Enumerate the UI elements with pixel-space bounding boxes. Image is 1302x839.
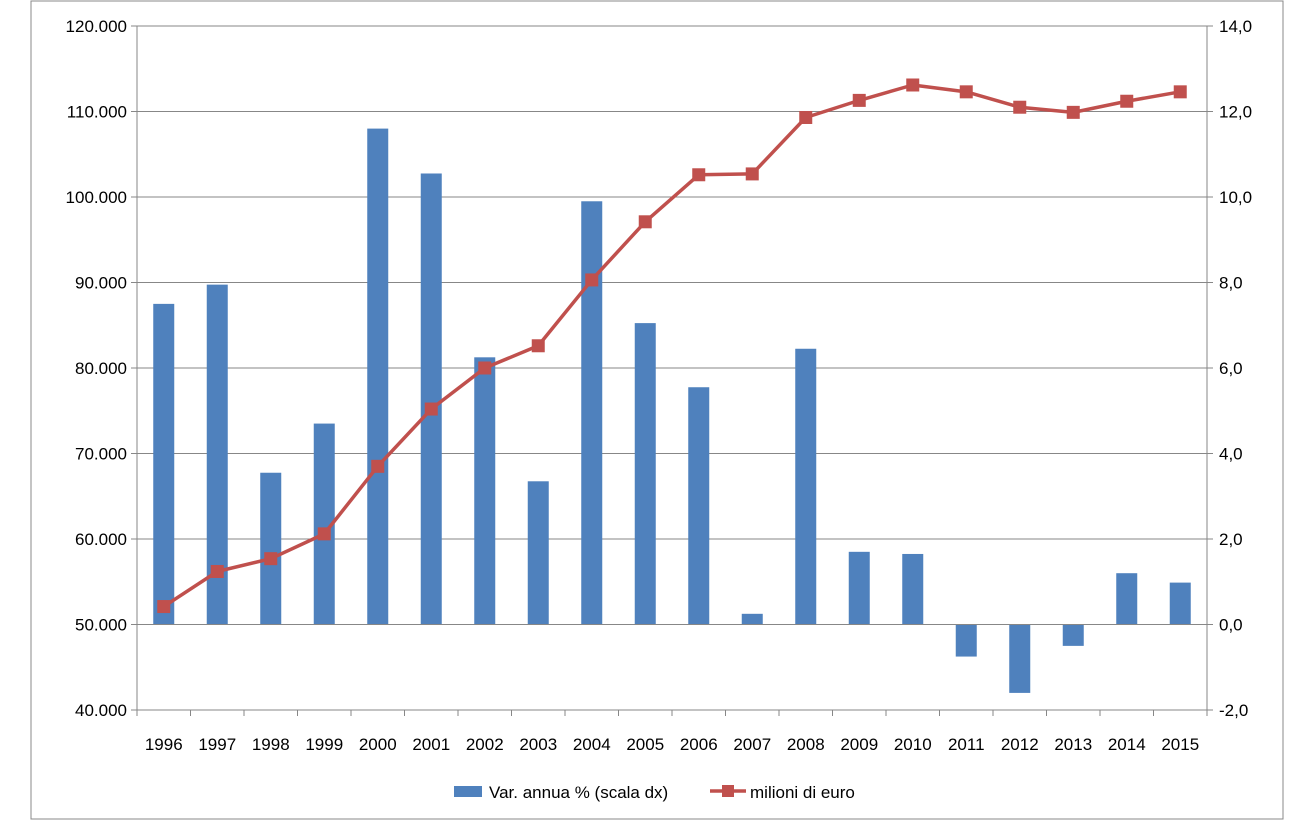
line-point xyxy=(1173,85,1187,99)
right-tick-label: 10,0 xyxy=(1219,188,1252,207)
line-point xyxy=(317,527,331,541)
right-tick-label: 2,0 xyxy=(1219,530,1243,549)
line-point xyxy=(692,168,706,182)
line-point xyxy=(799,110,813,124)
line-point xyxy=(959,85,973,99)
right-tick-label: 0,0 xyxy=(1219,616,1243,635)
bar xyxy=(902,553,924,625)
x-tick-label: 2004 xyxy=(573,735,611,754)
left-tick-label: 60.000 xyxy=(75,530,127,549)
right-tick-label: 8,0 xyxy=(1219,274,1243,293)
line-point xyxy=(906,78,920,92)
x-tick-label: 2001 xyxy=(412,735,450,754)
left-tick-label: 100.000 xyxy=(66,188,127,207)
bar xyxy=(153,303,175,625)
bar xyxy=(1169,582,1191,625)
x-tick-label: 2005 xyxy=(626,735,664,754)
line-point xyxy=(478,361,492,375)
series-line xyxy=(162,83,1181,609)
x-tick-label: 2012 xyxy=(1001,735,1039,754)
left-tick-label: 120.000 xyxy=(66,17,127,36)
bar xyxy=(206,284,228,625)
line-point xyxy=(1120,94,1134,108)
left-tick-label: 70.000 xyxy=(75,445,127,464)
x-tick-label: 2013 xyxy=(1054,735,1092,754)
left-tick-label: 90.000 xyxy=(75,274,127,293)
line-point xyxy=(1066,105,1080,119)
line-point xyxy=(531,339,545,353)
right-tick-label: 6,0 xyxy=(1219,359,1243,378)
x-tick-label: 1998 xyxy=(252,735,290,754)
bar xyxy=(420,173,442,625)
right-tick-label: -2,0 xyxy=(1219,701,1248,720)
x-tick-label: 2014 xyxy=(1108,735,1146,754)
bar xyxy=(955,624,977,657)
bar xyxy=(795,348,817,625)
x-tick-label: 2011 xyxy=(948,735,985,754)
line-point xyxy=(1013,100,1027,114)
line-point xyxy=(638,215,652,229)
left-tick-label: 40.000 xyxy=(75,701,127,720)
line-point xyxy=(210,564,224,578)
right-tick-label: 14,0 xyxy=(1219,17,1252,36)
chart-frame xyxy=(30,0,1284,820)
line-point xyxy=(852,93,866,107)
x-tick-label: 2010 xyxy=(894,735,932,754)
line-point xyxy=(157,600,171,614)
x-tick-label: 1996 xyxy=(145,735,183,754)
x-tick-label: 2006 xyxy=(680,735,718,754)
line-point xyxy=(264,552,278,566)
legend-swatch-bar xyxy=(454,786,482,797)
left-axis-ticks: 40.000 50.000 60.000 70.000 80.000 90.000 100.… xyxy=(66,17,127,720)
bar xyxy=(741,613,763,625)
x-tick-label: 2015 xyxy=(1161,735,1199,754)
x-tick-label: 1999 xyxy=(305,735,343,754)
legend-label-line: milioni di euro xyxy=(750,783,855,802)
x-tick-label: 2008 xyxy=(787,735,825,754)
legend: Var. annua % (scala dx) milioni di euro xyxy=(454,783,855,802)
right-tick-label: 4,0 xyxy=(1219,445,1243,464)
axes xyxy=(131,25,1213,716)
bar xyxy=(1009,624,1031,693)
bar xyxy=(581,201,603,625)
bar xyxy=(688,387,710,625)
right-tick-label: 12,0 xyxy=(1219,103,1252,122)
x-axis-ticks: 1996 1997 1998 1999 2000 2001 2002 2003 2004 2005… xyxy=(145,735,1199,754)
bar xyxy=(367,128,389,625)
line-point xyxy=(424,402,438,416)
bar-series xyxy=(153,128,1191,693)
left-tick-label: 50.000 xyxy=(75,616,127,635)
line-point xyxy=(371,459,385,473)
bar xyxy=(527,481,549,625)
x-tick-label: 2002 xyxy=(466,735,504,754)
x-tick-label: 1997 xyxy=(198,735,236,754)
x-tick-label: 2009 xyxy=(840,735,878,754)
bar xyxy=(260,472,282,625)
legend-label-bar: Var. annua % (scala dx) xyxy=(489,783,668,802)
bar xyxy=(1116,573,1138,625)
right-axis-ticks: -2,0 0,0 2,0 4,0 6,0 8,0 10,0 12,0 14,0 xyxy=(1219,17,1252,720)
left-tick-label: 80.000 xyxy=(75,359,127,378)
bar xyxy=(474,357,496,625)
line-point xyxy=(585,273,599,287)
bar xyxy=(634,323,656,625)
line-point xyxy=(745,167,759,181)
x-tick-label: 2003 xyxy=(519,735,557,754)
bar xyxy=(848,551,870,625)
left-tick-label: 110.000 xyxy=(67,103,127,122)
legend-marker-square xyxy=(722,785,734,797)
bar xyxy=(313,423,335,625)
line-series xyxy=(157,78,1187,614)
x-tick-label: 2007 xyxy=(733,735,771,754)
bar xyxy=(1062,624,1084,646)
x-tick-label: 2000 xyxy=(359,735,397,754)
